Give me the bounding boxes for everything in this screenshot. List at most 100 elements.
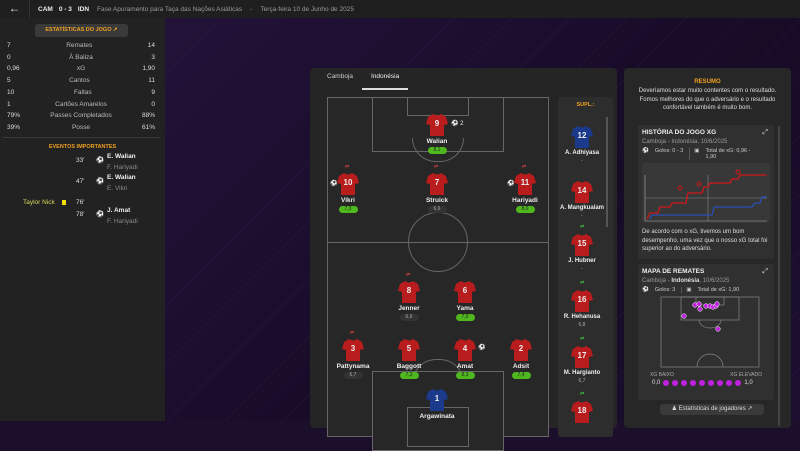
stat-label: Cantos — [69, 77, 90, 85]
event-minute: 78' — [76, 211, 85, 218]
match-date: Terça-feira 10 de Junho de 2025 — [260, 5, 354, 13]
stat-row: 39% Posse 61% — [7, 124, 155, 131]
sub-player[interactable]: 15 J. Hubner - — [552, 233, 612, 273]
away-team: IDN — [77, 5, 90, 13]
stat-home: 1 — [7, 100, 11, 108]
player-struick[interactable]: 7 Struick 6,6 — [407, 172, 467, 213]
player-adsit[interactable]: 2 Adsit 7,4 — [491, 338, 551, 379]
player-rating: 7,3 — [338, 206, 358, 213]
match-stats-label: ESTATÍSTICAS DO JOGO — [45, 27, 112, 33]
player-vikri[interactable]: 10 Vikri 7,3 — [318, 172, 378, 213]
summary-title: RESUMO — [694, 79, 721, 85]
player-rating: 6,6 — [427, 206, 447, 213]
jersey-icon: 17 — [571, 345, 593, 369]
back-button[interactable]: ← — [0, 0, 30, 18]
xg-card-title: HISTÓRIA DO JOGO XG — [642, 129, 717, 136]
player-name: Jenner — [398, 305, 420, 312]
jersey-icon: 14 — [571, 180, 593, 204]
sub-name: A. Adhiyasa — [564, 150, 600, 156]
sub-player[interactable]: 17 M. Hargianto 6,7 — [552, 345, 612, 385]
goal-count: 2 — [460, 121, 464, 127]
xg-scale-dot — [717, 380, 724, 386]
ball-icon: ⚽ — [96, 178, 105, 185]
substituted-off-icon: ⇄ — [406, 272, 411, 278]
expand-icon[interactable]: ⤢ — [762, 268, 768, 275]
event-player: E. Walian — [107, 153, 136, 160]
sub-player[interactable]: 14 A. Mangkualam - — [552, 180, 612, 220]
player-baggott[interactable]: 5 Baggott 7,3 — [379, 338, 439, 379]
player-rating: 8,0 — [515, 206, 535, 213]
separator: - — [250, 5, 253, 13]
stats-panel: ESTATÍSTICAS DO JOGO ↗ 7 Remates 14 0 À Bali… — [0, 18, 165, 421]
yellow-card-icon — [62, 200, 66, 205]
xg-low-label: XG BAIXO — [650, 372, 674, 378]
player-walian[interactable]: 9 Walian 8,1 — [407, 113, 467, 154]
stat-row: 7 Remates 14 — [7, 42, 155, 49]
expand-icon[interactable]: ⤢ — [762, 129, 768, 136]
jersey-icon: 11 — [514, 172, 536, 196]
jersey-icon: 18 — [571, 400, 593, 424]
summary-panel: RESUMO Deveríamos estar muito contentes … — [624, 68, 791, 428]
xg-scale-dot — [699, 380, 706, 386]
xg-text: De acordo com o xG, tivemos um bom desem… — [642, 229, 768, 252]
player-stats-button[interactable]: ♟ Estatísticas de jogadores ↗ — [660, 404, 764, 415]
tab-camboja[interactable]: Camboja — [327, 73, 354, 80]
player-stats-label: Estatísticas de jogadores — [678, 406, 746, 412]
player-rating: 6,6 — [399, 314, 419, 321]
stat-away: 11 — [148, 77, 155, 85]
stat-label: xG — [76, 65, 86, 73]
xg-scale-dot — [708, 380, 715, 386]
stat-label: À Baliza — [69, 53, 93, 61]
ball-icon: ⚽ — [96, 211, 105, 218]
ball-icon: ⚽ — [642, 287, 649, 293]
substituted-off-icon: ⇄ — [522, 164, 527, 170]
person-icon: ♟ — [671, 406, 677, 412]
player-pattynama[interactable]: 3 Pattynama 6,7 — [323, 338, 383, 379]
centre-circle — [408, 212, 468, 272]
events-title: EVENTOS IMPORTANTES — [48, 144, 117, 150]
tab-indonesia[interactable]: Indonésia — [371, 73, 400, 80]
stat-row: 1 Cartões Amarelos 0 — [7, 101, 155, 108]
sub-player[interactable]: 16 R. Hehanusa 6,8 — [552, 289, 612, 329]
substituted-on-icon: ⇄ — [580, 224, 585, 230]
player-name: Argawinata — [419, 413, 455, 420]
summary-scrollbar[interactable] — [778, 126, 780, 426]
substituted-on-icon: ⇄ — [580, 391, 585, 397]
substitutes-panel: SUPL.: — [558, 97, 613, 437]
stat-home: 0,96 — [7, 65, 20, 73]
player-name: Hariyadi — [512, 197, 538, 204]
substituted-on-icon: ⇄ — [580, 280, 585, 286]
player-rating: 8,3 — [455, 372, 475, 379]
sub-name: R. Hehanusa — [563, 314, 601, 320]
xg-scale-dot — [681, 380, 688, 386]
player-amat[interactable]: 4 Amat 8,3 — [435, 338, 495, 379]
sub-player[interactable]: 18 — [552, 400, 612, 436]
player-yama[interactable]: 6 Yama 7,0 — [435, 280, 495, 321]
stat-away: 61% — [141, 123, 155, 131]
xg-scale-dot — [735, 380, 742, 386]
stat-away: 3 — [151, 53, 155, 61]
player-hariyadi[interactable]: 11 Hariyadi 8,0 — [495, 172, 555, 213]
ball-icon: ⚽ — [642, 148, 649, 154]
shot-map-card: MAPA DE REMATES ⤢ Camboja - Indonésia, 1… — [638, 264, 774, 400]
ball-icon: ⚽ — [96, 157, 105, 164]
subs-scrollbar[interactable] — [606, 117, 608, 227]
match-stats-button[interactable]: ESTATÍSTICAS DO JOGO ↗ — [35, 24, 128, 37]
player-rating: 7,3 — [399, 372, 419, 379]
player-name: Amat — [456, 363, 474, 370]
event-player: E. Walian — [107, 174, 136, 181]
player-argawinata[interactable]: 1 Argawinata — [407, 388, 467, 420]
sub-player[interactable]: 12 A. Adhiyasa - — [552, 125, 612, 165]
stat-home: 79% — [7, 112, 21, 120]
player-jenner[interactable]: 8 Jenner 6,6 — [379, 280, 439, 321]
player-name: Walian — [426, 138, 448, 145]
jersey-icon: 7 — [426, 172, 448, 196]
stat-label: Cartões Amarelos — [55, 100, 107, 108]
jersey-icon: 15 — [571, 233, 593, 257]
stat-row: 5 Cantos 11 — [7, 77, 155, 84]
player-rating: 6,7 — [343, 372, 363, 379]
goal-marker — [677, 185, 683, 191]
stat-row: 0,96 xG 1,90 — [7, 65, 155, 72]
substituted-off-icon: ⇄ — [345, 164, 350, 170]
stat-label: Faltas — [73, 88, 92, 96]
